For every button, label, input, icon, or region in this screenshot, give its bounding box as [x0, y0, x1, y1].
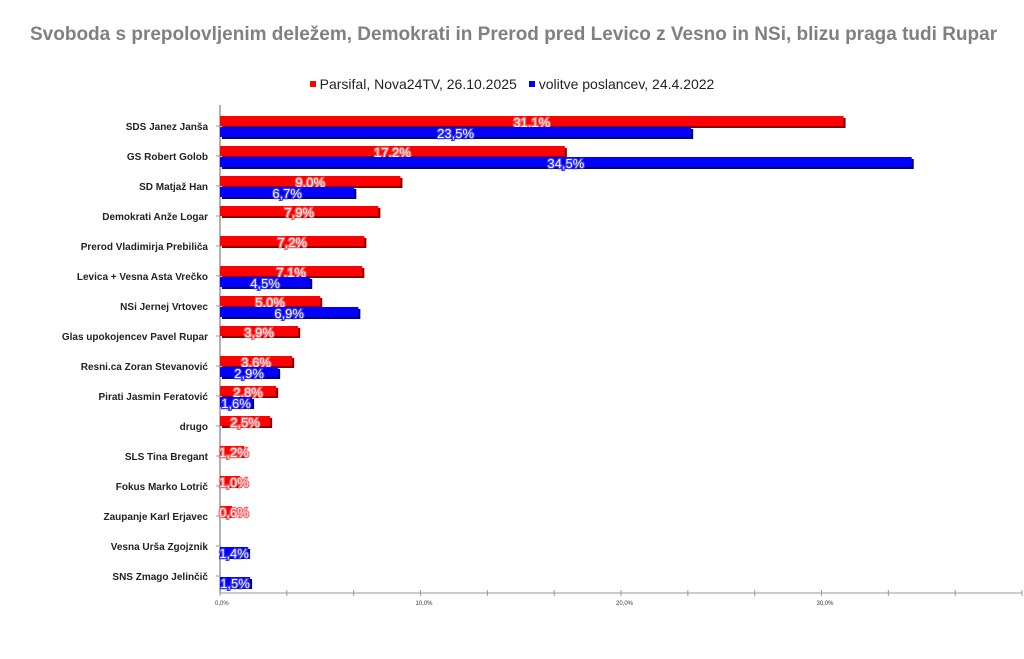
category-label: Zaupanje Karl Erjavec: [104, 512, 209, 523]
bar-parsifal: [220, 476, 241, 486]
category-label: SLS Tina Bregant: [125, 452, 209, 463]
bar-volitve: [220, 127, 692, 137]
data-label: 0,6%: [219, 505, 249, 520]
bar-parsifal: [220, 506, 233, 516]
category-label: Vesna Urša Zgojznik: [111, 542, 209, 553]
bar-volitve: [220, 397, 253, 407]
bar-parsifal: [220, 206, 379, 216]
data-label: 2,5%: [230, 415, 260, 430]
data-label: 23,5%: [437, 126, 474, 141]
category-label: Levica + Vesna Asta Vrečko: [77, 272, 208, 283]
data-label: 1,6%: [221, 396, 251, 411]
bar-volitve: [220, 367, 279, 377]
data-label: 17,2%: [374, 145, 411, 160]
category-label: SD Matjaž Han: [139, 182, 208, 193]
bar-parsifal: [220, 176, 401, 186]
chart-title: Svoboda s prepolovljenim deležem, Demokr…: [30, 24, 998, 45]
legend-swatch-red: [309, 81, 316, 87]
bar-volitve: [220, 307, 359, 317]
bar-parsifal: [220, 266, 363, 276]
legend-label: Parsifal, Nova24TV, 26.10.2025: [319, 76, 517, 92]
category-label: Glas upokojencev Pavel Rupar: [62, 332, 208, 343]
bar-volitve: [220, 187, 355, 197]
legend-swatch-blue: [528, 81, 535, 87]
bar-parsifal: [220, 146, 565, 156]
bar-parsifal: [220, 296, 321, 306]
x-tick-label: 0,0%: [215, 601, 229, 607]
data-label: 2,8%: [233, 385, 263, 400]
category-label: Resni.ca Zoran Stevanović: [81, 362, 209, 373]
x-tick-label: 30,0%: [817, 601, 835, 607]
bar-volitve: [220, 277, 311, 287]
category-label: Prerod Vladimirja Prebiliča: [81, 242, 209, 253]
category-label: NSi Jernej Vrtovec: [120, 302, 208, 313]
data-label: 1,0%: [219, 475, 249, 490]
category-label: Pirati Jasmin Feratović: [99, 392, 209, 403]
bar-parsifal: [220, 116, 844, 126]
bar-parsifal: [220, 446, 245, 456]
category-label: GS Robert Golob: [127, 152, 208, 163]
bar-volitve: [220, 547, 249, 557]
legend-item-parsifal: Parsifal, Nova24TV, 26.10.2025: [309, 76, 517, 92]
bar-parsifal: [220, 326, 299, 336]
data-label: 2,9%: [234, 366, 264, 381]
data-label: 3,9%: [244, 325, 274, 340]
bar-parsifal: [220, 386, 277, 396]
data-label: 1,5%: [220, 576, 250, 591]
data-label: 34,5%: [547, 156, 584, 171]
data-label: 7,2%: [277, 235, 307, 250]
data-label: 7,9%: [284, 205, 314, 220]
legend: Parsifal, Nova24TV, 26.10.2025 volitve p…: [0, 74, 1024, 92]
data-label: 9,0%: [295, 175, 325, 190]
data-label: 3,6%: [241, 355, 271, 370]
data-label: 31,1%: [513, 115, 550, 130]
bar-volitve: [220, 157, 912, 167]
category-label: SDS Janez Janša: [126, 122, 209, 133]
category-label: drugo: [180, 422, 208, 433]
x-tick-label: 10,0%: [416, 601, 434, 607]
legend-label: volitve poslancev, 24.4.2022: [538, 76, 715, 92]
bar-parsifal: [220, 356, 293, 366]
data-label: 6,9%: [274, 306, 304, 321]
category-label: SNS Zmago Jelinčič: [112, 572, 208, 583]
data-label: 1,2%: [219, 445, 249, 460]
bar-parsifal: [220, 236, 365, 246]
data-label: 5,0%: [255, 295, 285, 310]
bar-volitve: [220, 577, 251, 587]
data-label: 7,1%: [276, 265, 306, 280]
x-tick-label: 20,0%: [616, 601, 634, 607]
category-label: Demokrati Anže Logar: [102, 212, 208, 223]
category-label: Fokus Marko Lotrič: [116, 482, 209, 493]
bar-parsifal: [220, 416, 271, 426]
data-label: 1,4%: [219, 546, 249, 561]
data-label: 6,7%: [272, 186, 302, 201]
legend-item-volitve: volitve poslancev, 24.4.2022: [528, 76, 715, 92]
data-label: 4,5%: [250, 276, 280, 291]
